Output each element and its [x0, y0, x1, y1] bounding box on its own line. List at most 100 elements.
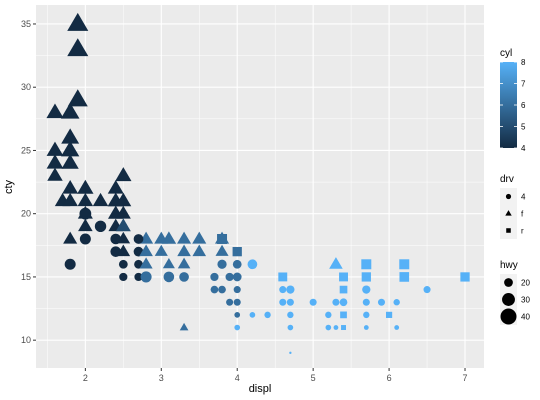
data-point: [286, 298, 294, 306]
x-tick-label: 2: [83, 373, 88, 383]
grid-minor: [36, 5, 484, 368]
data-point: [79, 233, 91, 245]
legend-hwy-label: 30: [521, 296, 530, 305]
data-point: [339, 298, 348, 307]
data-point: [134, 272, 143, 282]
data-point: [64, 258, 76, 270]
data-point: [226, 298, 234, 306]
data-point: [233, 286, 241, 294]
legend-hwy-label: 40: [521, 313, 530, 322]
data-point: [394, 325, 400, 330]
legend-hwy-symbol: [502, 293, 515, 306]
x-axis-title: displ: [249, 383, 272, 395]
legend-drv-symbol: [505, 193, 512, 200]
data-point: [78, 218, 93, 232]
data-point: [218, 285, 226, 294]
y-tick-label: 35: [21, 19, 31, 29]
data-point: [339, 285, 348, 294]
data-point: [115, 218, 131, 232]
data-point: [115, 205, 131, 219]
data-point: [139, 257, 153, 269]
data-points: [46, 12, 470, 354]
legend-drv-title: drv: [500, 174, 514, 185]
legend-hwy: hwy 20 30 40: [500, 260, 530, 325]
data-point: [399, 272, 410, 282]
data-point: [192, 231, 207, 244]
legend-hwy-symbol: [500, 308, 517, 325]
data-point: [67, 89, 88, 107]
data-point: [399, 259, 410, 270]
data-point: [210, 285, 219, 294]
data-point: [47, 167, 63, 181]
data-point: [217, 259, 227, 269]
data-point: [62, 192, 78, 207]
data-point: [192, 244, 207, 257]
data-point: [361, 259, 372, 270]
data-point: [287, 311, 294, 319]
legend-drv-symbol: [506, 228, 511, 233]
data-point: [234, 324, 241, 331]
x-tick-label: 5: [311, 373, 316, 383]
data-point: [179, 322, 189, 331]
data-point: [215, 244, 229, 256]
data-point: [179, 272, 189, 282]
data-point: [329, 257, 343, 269]
data-point: [361, 272, 371, 282]
axes: 2 3 4 5 6 7 10 15 20 25 30 35: [21, 19, 468, 383]
data-point: [61, 128, 80, 144]
data-point: [332, 298, 340, 306]
data-point: [67, 12, 89, 31]
data-point: [362, 285, 371, 294]
data-point: [225, 272, 234, 282]
data-point: [77, 192, 94, 207]
legend-cyl-title: cyl: [500, 48, 512, 59]
data-point: [60, 102, 80, 119]
data-point: [46, 154, 64, 169]
data-point: [177, 244, 191, 257]
y-tick-label: 15: [21, 272, 31, 282]
data-point: [46, 141, 64, 156]
data-point: [341, 325, 347, 331]
data-point: [325, 324, 332, 331]
legend-drv-symbol: [505, 210, 512, 216]
x-tick-label: 3: [159, 373, 164, 383]
data-point: [177, 231, 192, 244]
legend-cyl-label: 5: [521, 123, 526, 132]
data-point: [139, 244, 153, 257]
data-point: [115, 167, 132, 182]
data-point: [423, 286, 431, 294]
data-point: [79, 207, 92, 220]
data-point: [163, 271, 175, 283]
data-point: [249, 312, 256, 318]
data-point: [94, 220, 107, 233]
legend-cyl-label: 4: [521, 144, 526, 153]
data-point: [62, 180, 79, 194]
data-point: [232, 247, 242, 257]
data-point: [278, 272, 288, 282]
y-tick-label: 25: [21, 145, 31, 155]
data-point: [264, 311, 271, 319]
y-tick-label: 20: [21, 209, 31, 219]
y-tick-label: 30: [21, 82, 31, 92]
data-point: [134, 259, 143, 269]
legend-drv: drv 4 fr: [500, 174, 526, 239]
data-point: [67, 38, 89, 57]
data-point: [363, 325, 369, 330]
data-point: [232, 272, 242, 282]
x-tick-label: 6: [387, 373, 392, 383]
data-point: [116, 231, 131, 244]
data-point: [460, 272, 470, 282]
legend-drv-label: 4: [521, 193, 526, 202]
data-point: [210, 272, 219, 282]
data-point: [63, 231, 78, 244]
data-point: [309, 298, 317, 306]
data-point: [232, 259, 242, 269]
data-point: [77, 179, 94, 194]
data-point: [154, 244, 168, 256]
data-point: [162, 257, 175, 269]
data-point: [217, 233, 228, 244]
data-point: [340, 311, 347, 319]
data-point: [363, 311, 370, 319]
data-point: [233, 298, 241, 306]
data-point: [325, 311, 332, 319]
